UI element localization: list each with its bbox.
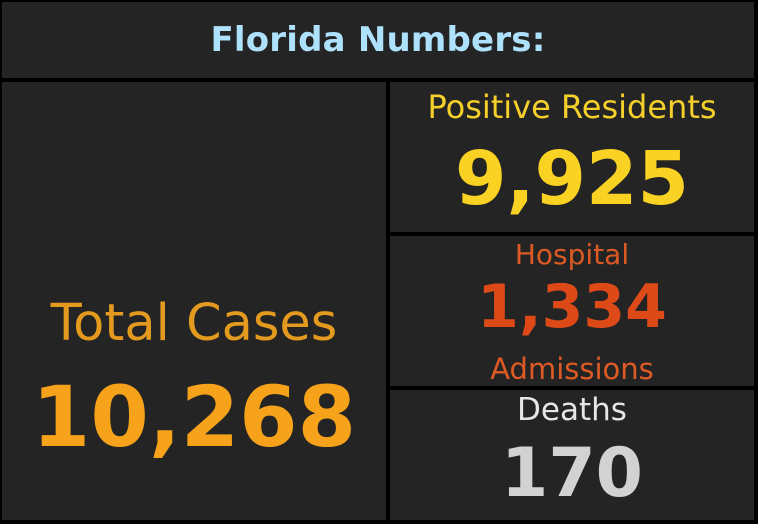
positive-residents-panel: Positive Residents 9,925 <box>390 82 754 232</box>
deaths-label: Deaths <box>517 392 627 428</box>
total-cases-panel: Total Cases 10,268 <box>2 82 386 520</box>
deaths-value: 170 <box>501 434 643 513</box>
header-panel: Florida Numbers: <box>2 2 754 78</box>
hospital-admissions-value: 1,334 <box>477 272 667 342</box>
positive-residents-value: 9,925 <box>454 136 690 222</box>
deaths-panel: Deaths 170 <box>390 390 754 520</box>
hospital-label: Hospital <box>514 238 630 271</box>
positive-residents-label: Positive Residents <box>427 88 717 126</box>
hospital-admissions-label: Admissions <box>490 352 654 386</box>
total-cases-label: Total Cases <box>50 294 338 353</box>
page-title: Florida Numbers: <box>210 20 546 60</box>
hospital-panel: Hospital 1,334 Admissions <box>390 236 754 386</box>
total-cases-value: 10,268 <box>31 368 357 466</box>
